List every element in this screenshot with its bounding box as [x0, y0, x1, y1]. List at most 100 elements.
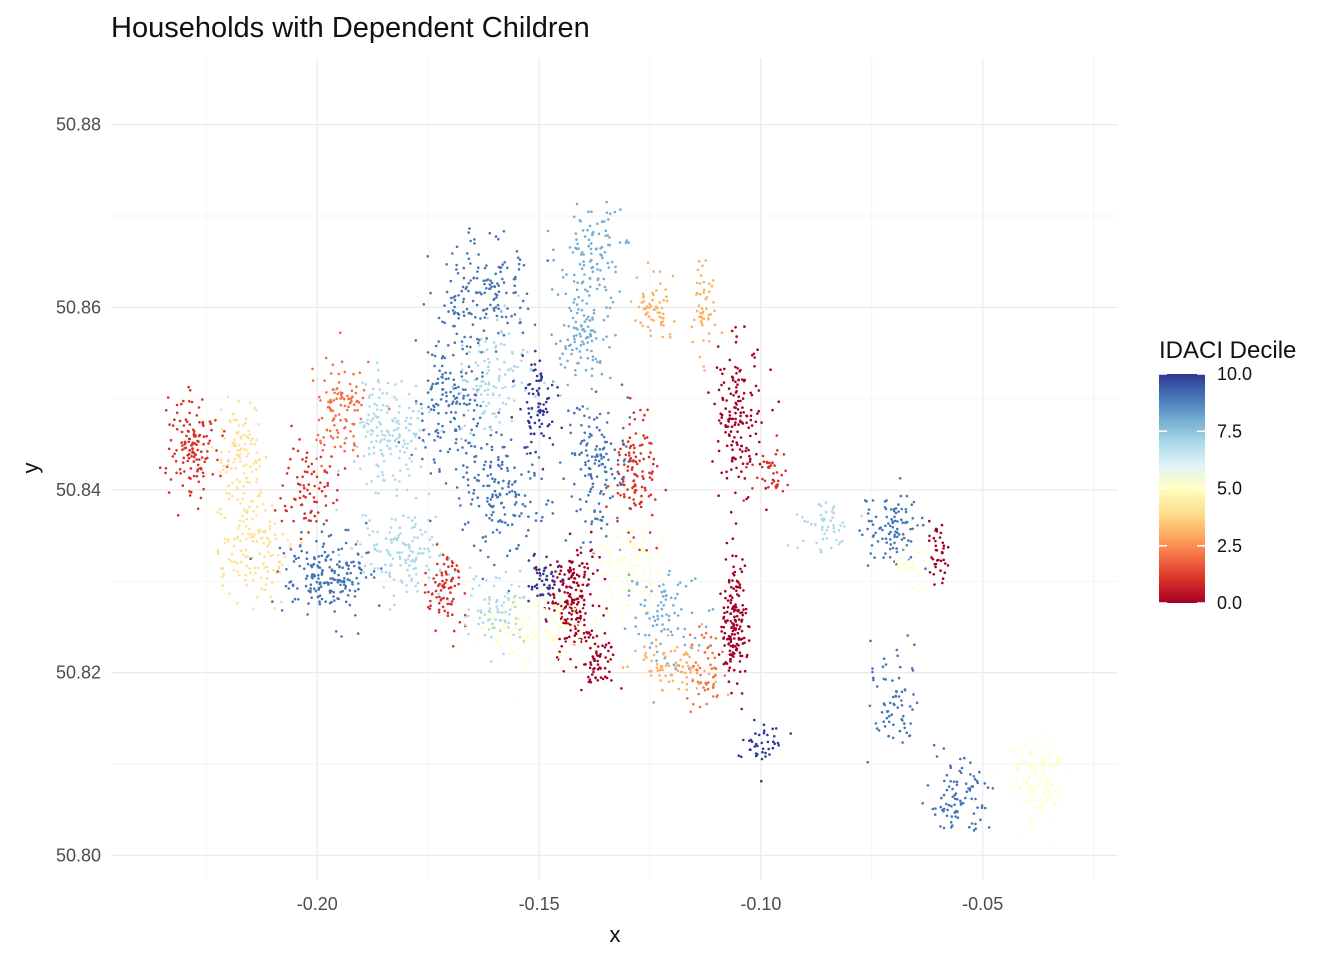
- data-point: [806, 520, 809, 524]
- data-point: [319, 441, 323, 445]
- data-point: [439, 449, 442, 453]
- data-point: [248, 433, 251, 437]
- data-point: [538, 571, 541, 575]
- data-point: [455, 245, 459, 249]
- data-point: [747, 625, 751, 629]
- data-point: [623, 588, 626, 592]
- data-point: [575, 238, 578, 241]
- data-point: [355, 385, 358, 389]
- data-point: [642, 307, 646, 311]
- data-point: [343, 449, 346, 453]
- data-point: [310, 472, 314, 476]
- data-point: [529, 500, 532, 504]
- data-point: [607, 517, 611, 521]
- data-point: [484, 312, 488, 316]
- data-point: [620, 568, 624, 571]
- data-point: [446, 344, 450, 347]
- data-point: [543, 599, 547, 602]
- data-point: [639, 321, 642, 325]
- data-point: [501, 487, 504, 490]
- data-point: [603, 646, 607, 649]
- data-point: [606, 261, 610, 265]
- data-point: [593, 616, 596, 619]
- data-point: [581, 405, 585, 408]
- data-point: [905, 520, 909, 524]
- data-point: [976, 781, 979, 785]
- data-point: [238, 456, 242, 460]
- data-point: [338, 578, 341, 582]
- data-point: [1034, 787, 1038, 790]
- data-point: [488, 361, 491, 364]
- data-point: [427, 518, 430, 522]
- data-point: [175, 471, 178, 475]
- data-point: [596, 645, 600, 648]
- data-point: [1039, 761, 1042, 765]
- data-point: [405, 446, 409, 450]
- data-point: [695, 293, 698, 296]
- data-point: [239, 539, 242, 543]
- data-point: [364, 383, 368, 386]
- data-point: [621, 545, 625, 548]
- data-point: [486, 474, 490, 478]
- data-point: [689, 646, 692, 649]
- data-point: [395, 398, 398, 402]
- data-point: [300, 530, 303, 534]
- data-point: [618, 241, 622, 244]
- data-point: [537, 379, 541, 383]
- data-point: [211, 446, 214, 449]
- data-point: [729, 392, 733, 396]
- data-point: [277, 560, 281, 564]
- data-point: [215, 449, 218, 452]
- data-point: [1022, 801, 1026, 805]
- data-point: [198, 458, 201, 461]
- data-point: [577, 574, 581, 578]
- data-point: [659, 323, 663, 326]
- data-point: [628, 416, 632, 419]
- data-point: [317, 418, 321, 422]
- data-point: [909, 555, 913, 559]
- data-point: [684, 652, 687, 656]
- data-point: [574, 618, 578, 621]
- data-point: [970, 822, 974, 825]
- data-point: [745, 446, 748, 450]
- data-point: [501, 263, 505, 266]
- data-point: [367, 413, 371, 417]
- data-point: [526, 635, 529, 638]
- data-point: [507, 589, 511, 593]
- data-point: [506, 368, 510, 372]
- data-point: [248, 401, 252, 405]
- data-point: [667, 680, 671, 683]
- data-point: [443, 304, 446, 307]
- data-point: [580, 324, 583, 328]
- data-point: [738, 448, 742, 451]
- data-point: [323, 443, 326, 447]
- data-point: [901, 533, 905, 536]
- data-point: [603, 632, 607, 635]
- data-point: [335, 429, 339, 432]
- data-point: [640, 494, 643, 498]
- data-point: [735, 466, 738, 470]
- data-point: [523, 635, 526, 639]
- data-point: [599, 269, 602, 272]
- data-point: [552, 596, 556, 599]
- data-point: [318, 560, 321, 564]
- data-point: [584, 461, 587, 464]
- data-point: [606, 542, 609, 546]
- data-point: [471, 587, 475, 591]
- data-point: [731, 417, 735, 421]
- data-point: [467, 257, 471, 261]
- data-point: [888, 701, 892, 705]
- data-point: [533, 604, 536, 607]
- data-point: [882, 702, 886, 705]
- data-point: [711, 607, 715, 611]
- data-point: [498, 394, 501, 397]
- data-point: [486, 631, 489, 634]
- data-point: [595, 262, 599, 266]
- data-point: [969, 761, 972, 764]
- data-point: [243, 492, 246, 495]
- data-point: [740, 444, 744, 448]
- data-point: [576, 362, 579, 365]
- data-point: [189, 477, 192, 480]
- data-point: [551, 586, 555, 590]
- data-point: [442, 586, 446, 589]
